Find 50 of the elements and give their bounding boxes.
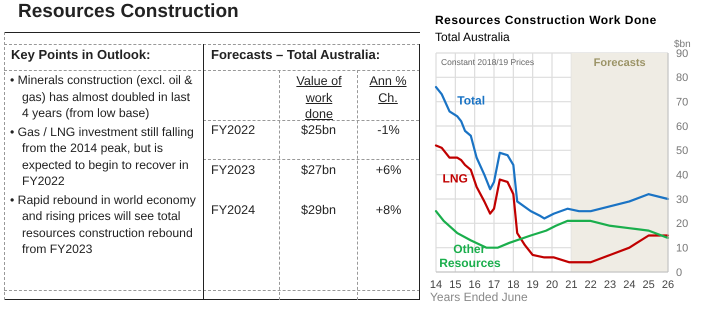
x-tick-label: 18: [507, 278, 520, 291]
text: • Gas / LNG investment still falling from the 2014 peak, but is expected to begin to recover in FY2022: [10, 124, 195, 190]
y-tick-label: 70: [676, 96, 688, 109]
band-label: Forecasts: [594, 56, 646, 69]
x-tick-label: 22: [584, 278, 597, 291]
y-tick-label: 20: [676, 218, 688, 230]
x-tick-label: 24: [623, 278, 636, 291]
x-tick-label: 23: [604, 278, 616, 291]
text: +8%: [374, 203, 402, 217]
x-tick-label: 26: [662, 278, 674, 291]
x-tick-label: 16: [468, 278, 481, 291]
chart-title: Resources Construction Work Done: [435, 13, 657, 27]
text: • Rapid rebound in world economy and rising prices will see total resources construction rebound from FY2023: [10, 192, 197, 258]
text: Resources Construction: [18, 1, 239, 23]
text: Ann % Ch.: [368, 73, 408, 106]
text: Forecasts – Total Australia:: [211, 47, 380, 62]
x-tick-label: 14: [430, 278, 442, 291]
annotation: Constant 2018/19 Prices: [441, 57, 534, 67]
text: FY2022: [211, 123, 256, 137]
series-label: Other Resources: [439, 242, 501, 270]
text: $29bn: [300, 203, 338, 217]
x-tick-label: 15: [449, 278, 462, 291]
y-tick-label: 0: [676, 266, 682, 279]
y-axis-title: $bn: [674, 39, 691, 50]
series-label: Total: [457, 93, 486, 108]
y-tick-label: 90: [676, 48, 688, 60]
text: • Minerals construction (excl. oil & gas) has almost doubled in last 4 years (from low base): [10, 72, 194, 122]
y-tick-label: 60: [676, 120, 688, 133]
x-tick-label: 21: [565, 278, 578, 291]
chart-subtitle: Total Australia: [435, 30, 510, 44]
text: +6%: [374, 163, 402, 177]
x-tick-label: 20: [546, 278, 558, 291]
text: Value of work done: [295, 73, 343, 122]
text: -1%: [376, 123, 401, 137]
text: FY2023: [211, 163, 256, 177]
y-tick-label: 80: [676, 72, 688, 84]
y-tick-label: 30: [676, 194, 688, 206]
y-tick-label: 10: [676, 242, 688, 255]
text: FY2024: [211, 203, 256, 217]
y-tick-label: 50: [676, 145, 688, 158]
text: $27bn: [300, 163, 338, 177]
text: $25bn: [300, 123, 338, 137]
y-tick-label: 40: [676, 170, 688, 182]
series-label: LNG: [442, 172, 468, 186]
x-tick-label: 25: [642, 278, 655, 291]
x-tick-label: 19: [526, 278, 539, 291]
x-tick-label: 17: [488, 278, 500, 291]
text: Key Points in Outlook:: [11, 47, 150, 62]
line-series: [434, 86, 670, 220]
x-axis-title: Years Ended June: [430, 290, 528, 304]
